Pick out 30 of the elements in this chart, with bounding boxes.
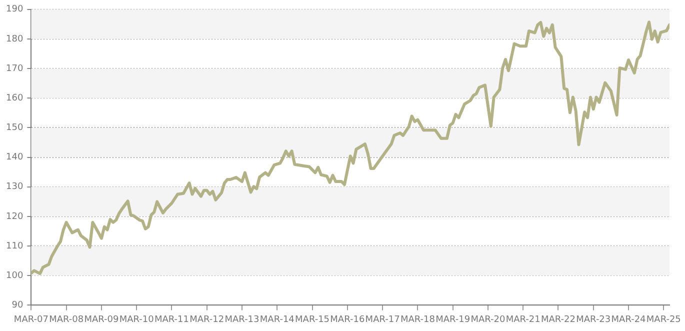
x-tick-label: MAR-16: [330, 314, 365, 325]
x-tick-label: MAR-08: [49, 314, 84, 325]
x-tick-label: MAR-23: [576, 314, 611, 325]
x-tick-label: MAR-17: [365, 314, 400, 325]
x-tick-label: MAR-10: [119, 314, 154, 325]
y-tick-label: 130: [6, 182, 24, 192]
x-tick-label: MAR-11: [154, 314, 189, 325]
y-tick-label: 120: [6, 212, 24, 222]
y-tick-label: 90: [12, 300, 24, 311]
y-tick-label: 140: [6, 152, 24, 163]
y-tick-label: 100: [6, 270, 24, 281]
x-tick-label: MAR-21: [506, 314, 540, 325]
y-tick-label: 150: [6, 123, 24, 134]
x-tick-label: MAR-07: [14, 314, 48, 325]
x-tick-label: MAR-12: [190, 314, 224, 325]
x-tick-label: MAR-19: [436, 314, 470, 325]
x-tick-label: MAR-24: [611, 314, 646, 325]
y-tick-label: 170: [6, 64, 24, 74]
x-tick-label: MAR-09: [84, 314, 119, 325]
x-tick-label: MAR-15: [295, 314, 330, 325]
y-tick-label: 160: [6, 93, 24, 104]
x-tick-label: MAR-18: [400, 314, 436, 325]
x-tick-label: MAR-25: [646, 314, 681, 325]
x-tick-label: MAR-22: [540, 314, 576, 325]
x-tick-label: MAR-14: [260, 314, 295, 325]
x-tick-label: MAR-20: [470, 314, 506, 325]
y-tick-label: 180: [6, 34, 24, 44]
y-tick-label: 110: [6, 241, 24, 252]
x-tick-label: MAR-13: [224, 314, 260, 325]
y-tick-label: 190: [6, 4, 24, 15]
